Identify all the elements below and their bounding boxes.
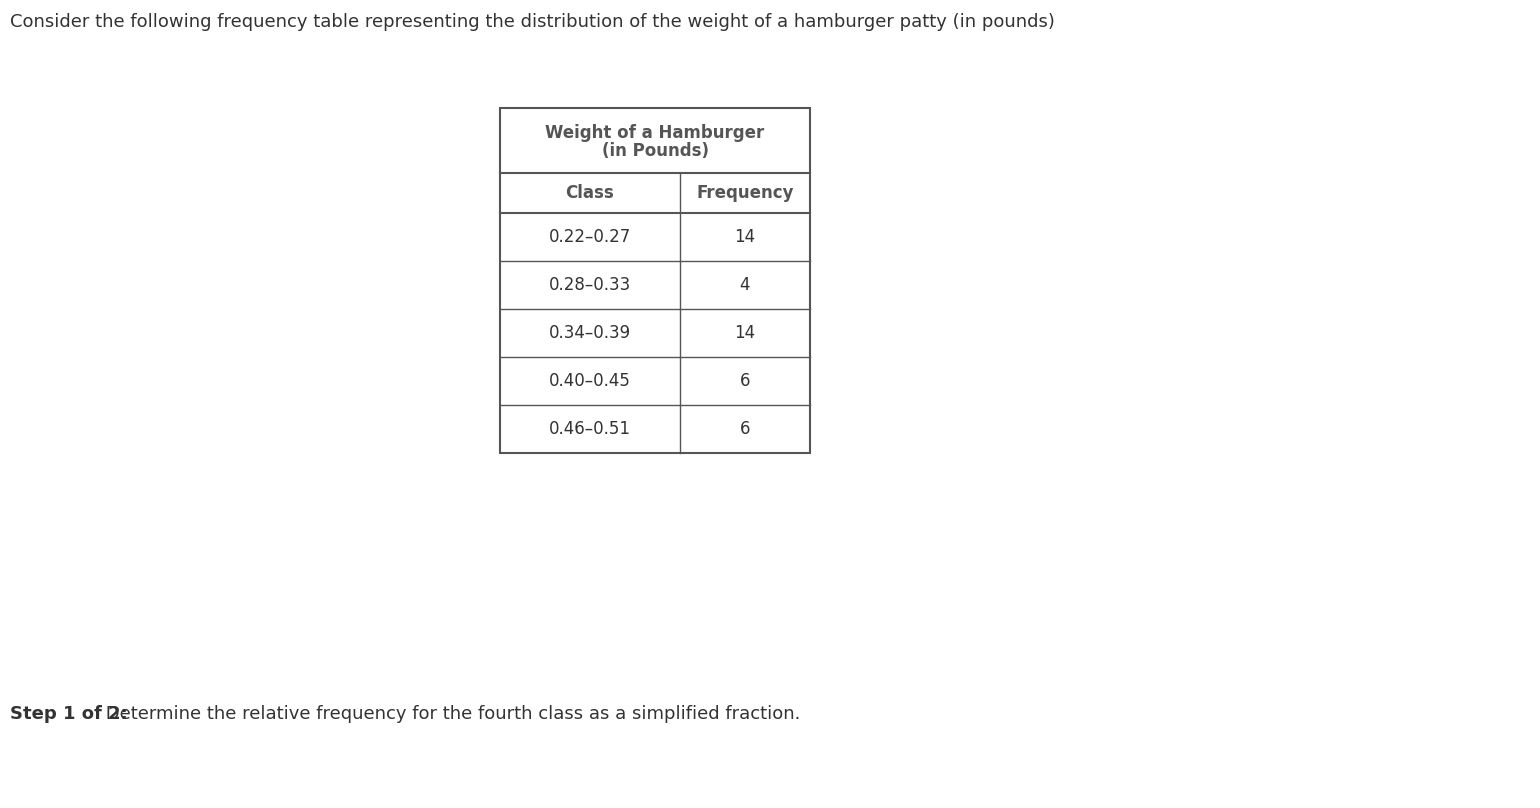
Text: Determine the relative frequency for the fourth class as a simplified fraction.: Determine the relative frequency for the… [100,705,801,723]
Text: 6: 6 [739,372,750,390]
Text: 0.46–0.51: 0.46–0.51 [548,420,631,438]
Text: 0.28–0.33: 0.28–0.33 [548,276,631,294]
Text: Step 1 of 2:: Step 1 of 2: [9,705,128,723]
Text: 4: 4 [739,276,750,294]
Text: Consider the following frequency table representing the distribution of the weig: Consider the following frequency table r… [9,13,1055,31]
Text: Class: Class [565,184,614,202]
Text: Weight of a Hamburger: Weight of a Hamburger [545,124,765,141]
Text: Frequency: Frequency [696,184,793,202]
Text: 14: 14 [735,228,756,246]
Bar [500,108,810,453]
Text: (in Pounds): (in Pounds) [602,141,708,159]
Text: 0.22–0.27: 0.22–0.27 [548,228,631,246]
Text: 0.34–0.39: 0.34–0.39 [548,324,631,342]
Text: 0.40–0.45: 0.40–0.45 [550,372,631,390]
Text: 6: 6 [739,420,750,438]
Text: 14: 14 [735,324,756,342]
